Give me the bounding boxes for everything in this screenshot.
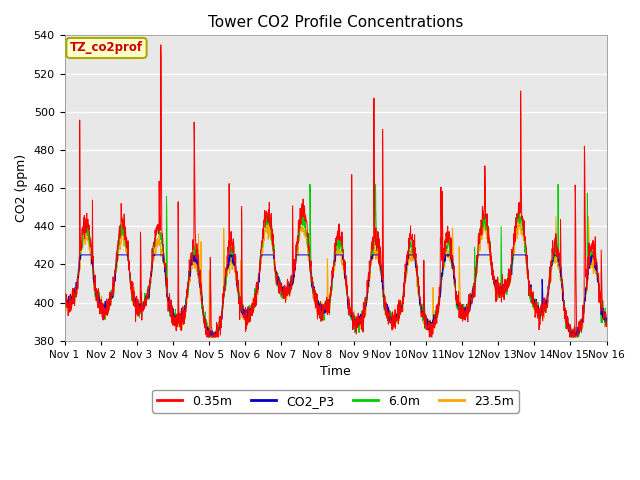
Line: 23.5m: 23.5m [65,216,607,337]
Text: TZ_co2prof: TZ_co2prof [70,41,143,54]
0.35m [157,42,164,48]
6.0m [488,265,496,271]
23.5m [310,294,318,300]
0.35m [603,324,611,329]
6.0m [603,322,611,327]
CO2_P3 [588,258,595,264]
23.5m [588,252,595,257]
Legend: 0.35m, CO2_P3, 6.0m, 23.5m: 0.35m, CO2_P3, 6.0m, 23.5m [152,390,518,413]
0.35m [588,244,595,250]
0.35m [61,295,68,300]
CO2_P3 [61,295,68,300]
0.35m [310,298,318,304]
6.0m [588,248,595,254]
Line: CO2_P3: CO2_P3 [65,255,607,335]
CO2_P3 [488,265,496,271]
0.35m [325,302,333,308]
CO2_P3 [88,256,96,262]
23.5m [588,261,595,266]
23.5m [88,259,96,265]
Line: 6.0m: 6.0m [65,184,607,337]
Title: Tower CO2 Profile Concentrations: Tower CO2 Profile Concentrations [208,15,463,30]
Y-axis label: CO2 (ppm): CO2 (ppm) [15,154,28,222]
CO2_P3 [325,301,333,307]
23.5m [488,271,496,277]
6.0m [310,292,318,298]
23.5m [325,293,333,299]
6.0m [325,302,333,308]
6.0m [88,252,96,258]
0.35m [88,255,96,261]
X-axis label: Time: Time [320,365,351,378]
CO2_P3 [77,252,84,258]
6.0m [205,334,213,340]
23.5m [205,334,213,340]
Line: 0.35m: 0.35m [65,45,607,337]
23.5m [603,312,611,318]
0.35m [488,272,496,278]
23.5m [118,214,126,219]
6.0m [61,299,68,305]
0.35m [203,334,211,340]
0.35m [588,247,595,252]
6.0m [306,181,314,187]
CO2_P3 [603,315,611,321]
CO2_P3 [310,289,318,295]
6.0m [588,253,595,259]
CO2_P3 [588,254,595,260]
23.5m [61,296,68,302]
CO2_P3 [206,332,214,338]
